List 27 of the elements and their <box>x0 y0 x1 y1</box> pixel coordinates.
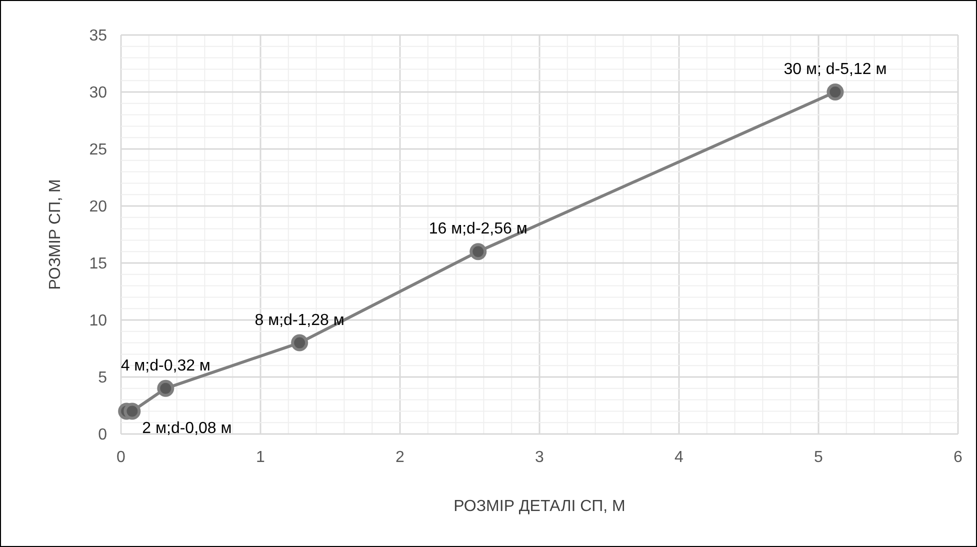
annotation: 4 м;d-0,32 м <box>120 357 210 374</box>
x-tick-label: 1 <box>256 449 266 466</box>
y-tick-label: 15 <box>89 256 108 273</box>
x-tick-label: 4 <box>674 449 684 466</box>
point <box>291 334 308 352</box>
annotation: 8 м;d-1,28 м <box>254 312 344 329</box>
x-axis-title: РОЗМІР ДЕТАЛІ СП, М <box>454 498 626 515</box>
x-tick-label: 2 <box>396 449 405 466</box>
x-tick-label: 0 <box>116 449 126 466</box>
point <box>470 243 487 260</box>
x-tick-label: 5 <box>814 449 824 466</box>
y-tick-label: 0 <box>98 426 108 444</box>
y-tick-label: 25 <box>89 142 108 159</box>
x-tick-label: 3 <box>535 449 544 466</box>
annotation: 30 м; d-5,12 м <box>784 61 887 78</box>
y-tick-label: 35 <box>89 28 108 45</box>
annotation: 2 м;d-0,08 м <box>142 420 232 438</box>
y-tick-label: 5 <box>98 370 108 387</box>
point <box>157 380 174 397</box>
x-tick-label: 6 <box>954 449 963 466</box>
point <box>124 402 141 420</box>
annotation: 16 м;d-2,56 м <box>428 220 528 238</box>
y-axis-title: РОЗМІР СП, М <box>47 179 64 290</box>
y-tick-label: 20 <box>89 198 108 216</box>
y-tick-label: 30 <box>89 84 108 102</box>
point <box>826 84 844 100</box>
y-tick-label: 10 <box>89 312 108 330</box>
